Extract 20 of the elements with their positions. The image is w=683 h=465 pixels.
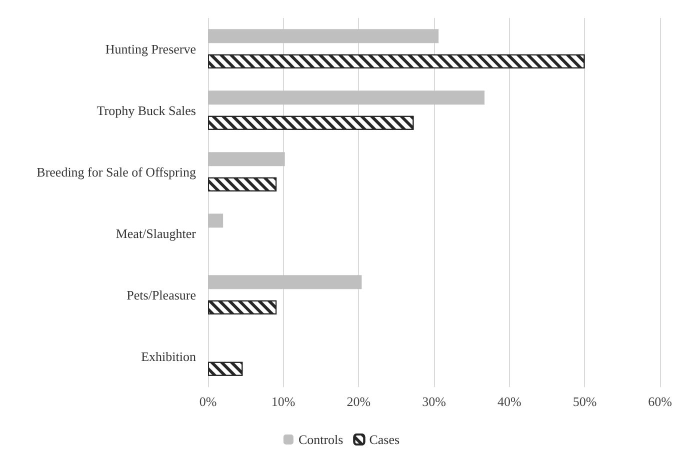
bar xyxy=(208,214,224,228)
y-tick-label: Exhibition xyxy=(141,348,196,364)
y-tick-label: Trophy Buck Sales xyxy=(96,102,196,118)
x-tick-label: 0% xyxy=(199,394,217,409)
bar xyxy=(208,152,285,166)
bar xyxy=(208,29,439,44)
y-tick-label: Meat/Slaughter xyxy=(116,226,197,241)
y-tick-label: Pets/Pleasure xyxy=(126,287,196,302)
x-tick-label: 20% xyxy=(346,394,371,409)
x-tick-label: 40% xyxy=(497,394,522,409)
x-tick-label: 60% xyxy=(648,394,672,409)
legend-label: Cases xyxy=(369,432,400,447)
y-tick-label: Breeding for Sale of Offspring xyxy=(36,164,196,180)
bar xyxy=(208,90,485,105)
legend-label: Controls xyxy=(298,432,344,447)
x-tick-label: 30% xyxy=(422,394,446,409)
y-tick-label: Hunting Preserve xyxy=(105,41,196,56)
x-tick-label: 10% xyxy=(271,394,296,409)
bar xyxy=(208,275,362,290)
x-tick-label: 50% xyxy=(572,394,597,409)
